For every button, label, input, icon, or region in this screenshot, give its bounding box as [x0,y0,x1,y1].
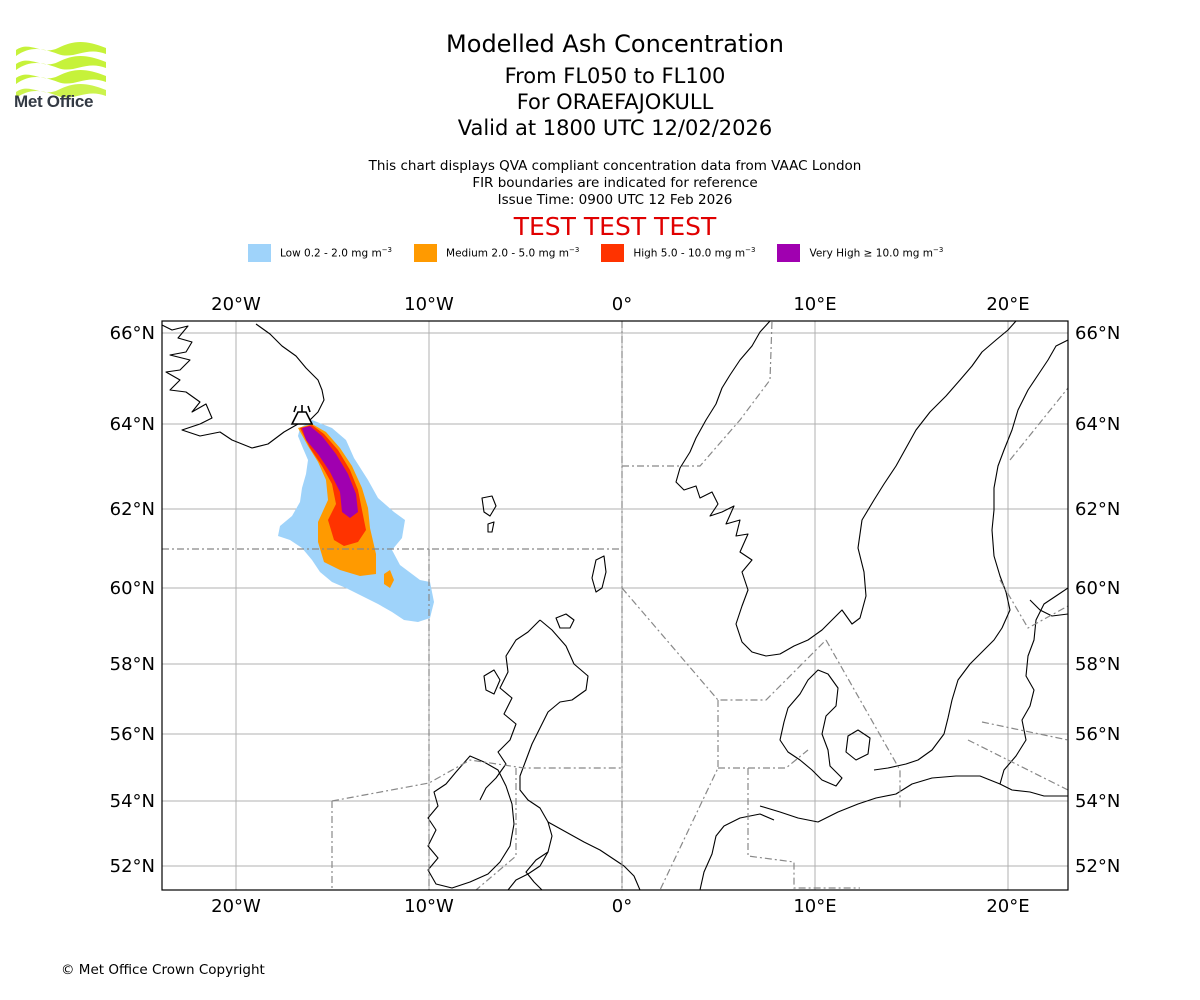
lat-label-left: 62°N [110,499,155,520]
legend-item-high: High 5.0 - 10.0 mg m−3 [601,244,755,262]
coast-faroes-south [487,521,495,533]
coast-england-east [547,821,641,890]
lon-label-bottom: 20°E [986,896,1029,917]
coast-faroes [481,495,497,517]
lat-label-left: 52°N [110,856,155,877]
coast-finland [1029,599,1068,617]
coast-norway [675,321,1017,657]
lat-label-left: 66°N [110,323,155,344]
lat-label-right: 62°N [1075,499,1120,520]
lat-label-left: 60°N [110,578,155,599]
copyright: © Met Office Crown Copyright [61,962,265,978]
coast-scotland [507,619,589,890]
lon-label-top: 0° [612,294,632,315]
ash-plume [278,420,434,622]
coast-zealand [845,729,871,761]
legend-swatch-high [601,244,625,262]
lat-label-right: 58°N [1075,654,1120,675]
lon-label-bottom: 10°E [793,896,836,917]
ash-very-high [302,426,358,518]
test-banner: TEST TEST TEST [513,212,717,241]
coast-germany-poland [759,775,1001,823]
volcano-name: For ORAEFAJOKULL [516,90,714,114]
valid-time: Valid at 1800 UTC 12/02/2026 [457,116,773,140]
ash-medium-patch [384,570,394,588]
legend-item-low: Low 0.2 - 2.0 mg m−3 [248,244,392,262]
legend-label-very-high: Very High ≥ 10.0 mg m−3 [809,246,944,260]
coast-denmark [779,669,843,787]
flight-level-range: From FL050 to FL100 [504,64,726,88]
legend-label-medium: Medium 2.0 - 5.0 mg m−3 [446,246,580,260]
legend-swatch-medium [414,244,438,262]
legend-label-high: High 5.0 - 10.0 mg m−3 [633,246,756,260]
coast-ireland [427,755,515,889]
lat-label-left: 58°N [110,654,155,675]
lat-label-left: 56°N [110,724,155,745]
coastlines [162,321,1068,890]
legend-swatch-very-high [777,244,801,262]
fir-boundaries [162,321,1068,890]
lon-label-top: 20°W [211,294,261,315]
lon-label-top: 10°W [404,294,454,315]
concentration-legend: Low 0.2 - 2.0 mg m−3 Medium 2.0 - 5.0 mg… [248,243,965,263]
met-office-wave-logo-icon [16,42,106,98]
coast-wales [525,851,549,890]
lon-label-bottom: 0° [612,896,632,917]
coast-orkney [555,613,575,629]
issue-time: Issue Time: 0900 UTC 12 Feb 2026 [497,192,733,208]
coast-shetland [591,555,607,593]
graticule [162,321,1068,890]
lat-label-right: 56°N [1075,724,1120,745]
lat-label-right: 60°N [1075,578,1120,599]
lat-label-right: 52°N [1075,856,1120,877]
lat-label-right: 54°N [1075,791,1120,812]
map-frame [161,320,1069,891]
lat-label-right: 64°N [1075,414,1120,435]
lon-label-bottom: 20°W [211,896,261,917]
volcano-icon [290,405,314,425]
coast-hebrides [483,669,501,695]
chart-title: Modelled Ash Concentration [446,30,784,58]
lat-label-left: 64°N [110,414,155,435]
coast-iceland [162,323,325,449]
subtitle-fir: FIR boundaries are indicated for referen… [472,175,758,191]
subtitle-qva: This chart displays QVA compliant concen… [368,158,862,174]
lon-label-top: 10°E [793,294,836,315]
coast-netherlands [699,813,775,890]
lat-label-right: 66°N [1075,323,1120,344]
coast-scotland-west [479,619,541,801]
legend-swatch-low [248,244,271,262]
coast-sweden-east [999,587,1068,797]
lat-label-left: 54°N [110,791,155,812]
coast-sweden [873,339,1068,771]
legend-item-very-high: Very High ≥ 10.0 mg m−3 [777,244,943,262]
legend-item-medium: Medium 2.0 - 5.0 mg m−3 [414,244,579,262]
lon-label-bottom: 10°W [404,896,454,917]
legend-label-low: Low 0.2 - 2.0 mg m−3 [280,246,393,260]
lon-label-top: 20°E [986,294,1029,315]
brand-name: Met Office [14,92,94,111]
